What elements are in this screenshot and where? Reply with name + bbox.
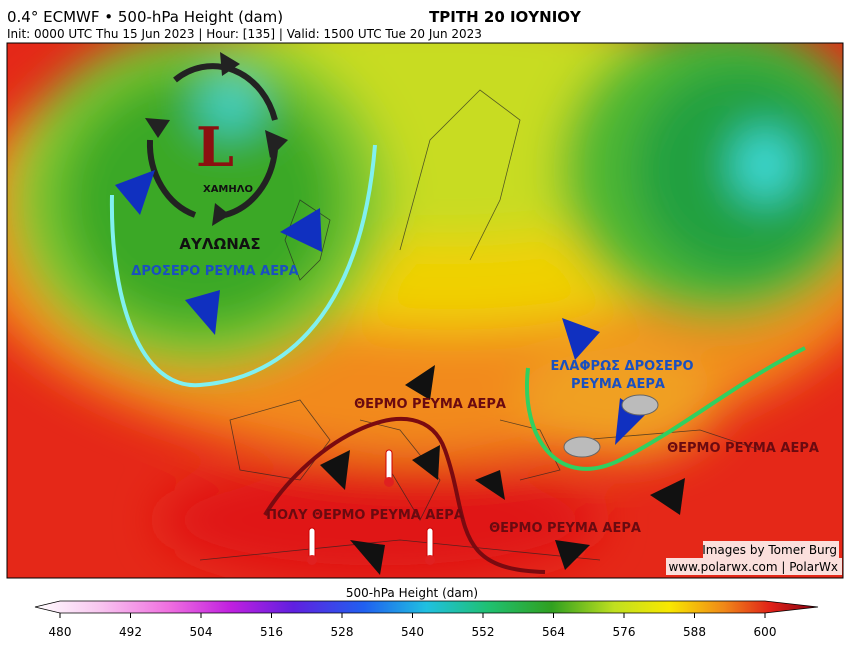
annotation: ΔΡΟΣΕΡΟ ΡΕΥΜΑ ΑΕΡΑ [131, 264, 298, 279]
colorbar-tick-label: 588 [683, 625, 706, 639]
map: L ΧΑΜΗΛΟ ΑΥΛΩΝΑΣ ΔΡΟΣΕΡΟ ΡΕΥΜΑ ΑΕΡΑ ΕΛΑΦ… [7, 43, 843, 578]
colorbar-ticks: 480 492 504 516 528 540 552 564 576 588 600 [49, 613, 777, 639]
colorbar-tick-label: 564 [542, 625, 565, 639]
colorbar-tick-label: 504 [190, 625, 213, 639]
cloud-icons [563, 394, 659, 458]
cool-arrows [115, 170, 645, 445]
map-frame [6, 42, 844, 579]
annotation: ΠΟΛΥ ΘΕΡΜΟ ΡΕΥΜΑ ΑΕΡΑ [266, 508, 464, 523]
colorbar-tick-label: 480 [49, 625, 72, 639]
day-title: ΤΡΙΤΗ 20 ΙΟΥΝΙΟΥ [429, 8, 582, 26]
warm-arrows [320, 365, 685, 575]
annotation: ΘΕΡΜΟ ΡΕΥΜΑ ΑΕΡΑ [489, 521, 641, 536]
annotation: ΡΕΥΜΑ ΑΕΡΑ [571, 377, 665, 392]
low-circulation [146, 63, 278, 218]
annotation: ΕΛΑΦΡΩΣ ΔΡΟΣΕΡΟ [550, 359, 693, 374]
warm-flow-line [263, 417, 546, 574]
credit: www.polarwx.com | PolarWx [668, 560, 838, 574]
circulation-arrowheads [145, 52, 288, 226]
annotation: ΧΑΜΗΛΟ [203, 184, 253, 195]
colorbar-label: 500-hPa Height (dam) [346, 586, 478, 600]
colorbar-tick-label: 492 [119, 625, 142, 639]
cool-flow-line [525, 346, 806, 471]
thermometers [307, 449, 435, 565]
title: 0.4° ECMWF • 500-hPa Height (dam) [7, 8, 283, 26]
colorbar-tick-label: 552 [472, 625, 495, 639]
annotation: ΘΕΡΜΟ ΡΕΥΜΑ ΑΕΡΑ [667, 441, 819, 456]
subtitle: Init: 0000 UTC Thu 15 Jun 2023 | Hour: [… [7, 27, 482, 41]
colorbar-tick-label: 540 [401, 625, 424, 639]
colorbar-tick-label: 528 [331, 625, 354, 639]
cool-flow-line [109, 144, 377, 388]
annotation: ΑΥΛΩΝΑΣ [179, 235, 260, 253]
low-letter: L [196, 115, 234, 179]
colorbar-tick-label: 516 [260, 625, 283, 639]
colorbar-tick-label: 600 [754, 625, 777, 639]
colorbar [34, 600, 819, 614]
credit: Images by Tomer Burg [702, 543, 837, 557]
annotation: ΘΕΡΜΟ ΡΕΥΜΑ ΑΕΡΑ [354, 397, 506, 412]
colorbar-tick-label: 576 [613, 625, 636, 639]
